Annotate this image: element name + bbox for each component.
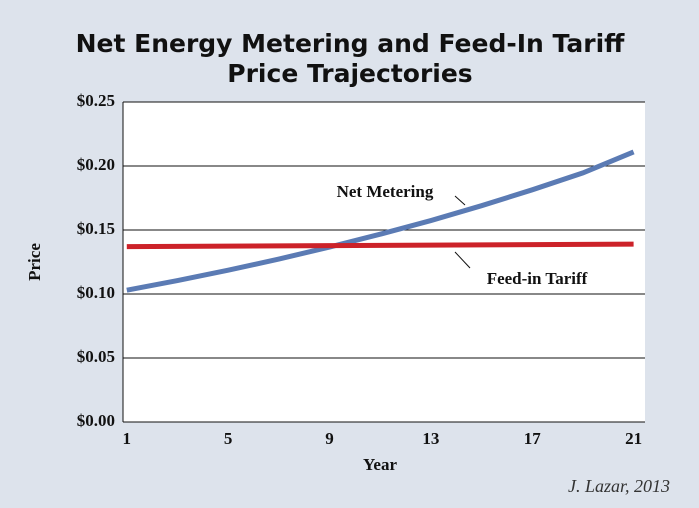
line-series: [126, 149, 635, 293]
leader-line: [454, 251, 471, 269]
y-tick-label: $0.15: [77, 219, 115, 238]
x-tick-label: 9: [325, 429, 334, 448]
series-label: Net Metering: [337, 182, 434, 201]
x-tick-label: 1: [123, 429, 132, 448]
chart-title: Net Energy Metering and Feed-In Tariff: [76, 29, 626, 58]
y-tick-label: $0.20: [77, 155, 115, 174]
series-label: Feed-in Tariff: [487, 269, 588, 288]
leader-line: [454, 195, 466, 206]
x-tick-label: 13: [422, 429, 439, 448]
chart-title: Price Trajectories: [227, 59, 472, 88]
line-series: [126, 241, 634, 250]
plot-area: [123, 102, 645, 422]
x-axis-label: Year: [363, 455, 397, 474]
y-axis-label: Price: [25, 243, 44, 281]
y-tick-label: $0.10: [77, 283, 115, 302]
y-tick-label: $0.00: [77, 411, 115, 430]
x-tick-label: 21: [625, 429, 642, 448]
x-tick-label: 5: [224, 429, 233, 448]
source: J. Lazar, 2013: [568, 476, 670, 496]
y-tick-label: $0.25: [77, 91, 115, 110]
x-tick-label: 17: [524, 429, 542, 448]
y-tick-label: $0.05: [77, 347, 115, 366]
